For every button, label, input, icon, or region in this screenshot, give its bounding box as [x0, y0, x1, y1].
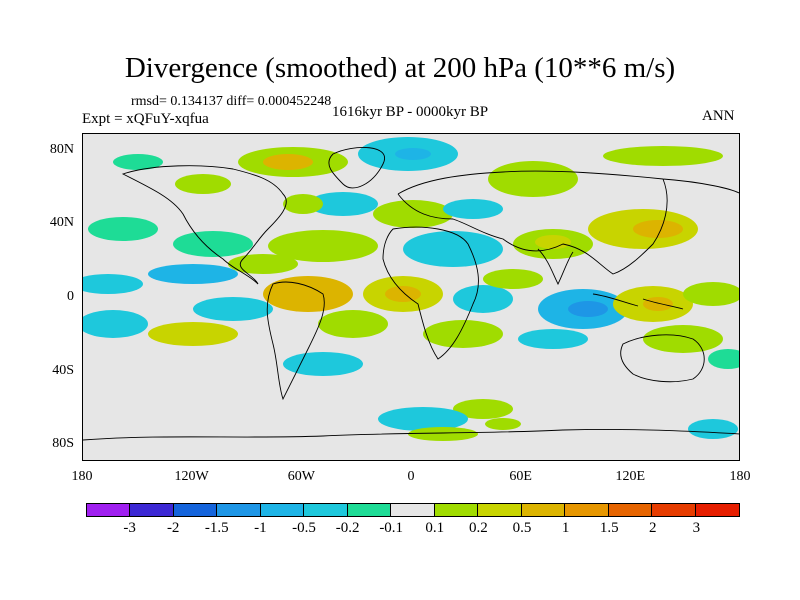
coastlines	[83, 146, 739, 441]
lon-tick-label: 180	[729, 469, 751, 484]
colorbar-swatch	[652, 504, 696, 516]
colorbar-label: 3	[692, 520, 701, 536]
colorbar-label: 1	[561, 520, 570, 536]
colorbar-swatch	[695, 504, 740, 516]
colorbar-label: 2	[649, 520, 657, 536]
colorbar-label: -0.5	[292, 520, 316, 536]
lon-tick-label: 0	[407, 469, 415, 484]
field-contours	[83, 137, 739, 441]
map-title: Divergence (smoothed) at 200 hPa (10**6 …	[124, 52, 676, 84]
colorbar-swatch	[130, 504, 174, 516]
lon-tick-label: 60E	[509, 469, 532, 484]
colorbar	[86, 503, 740, 517]
lat-tick-label: 0	[67, 289, 74, 304]
experiment-line: Expt = xQFuY-xqfua	[82, 111, 209, 127]
lat-tick-label: 80N	[49, 141, 74, 157]
stats-line: rmsd= 0.134137 diff= 0.000452248	[131, 94, 332, 109]
colorbar-swatch	[87, 504, 131, 516]
lon-tick-label: 120W	[174, 469, 209, 484]
colorbar-label: 0.2	[469, 520, 488, 536]
lat-tick-label: 40N	[49, 215, 74, 231]
colorbar-swatch	[521, 504, 566, 516]
map-plot-area	[82, 133, 740, 461]
lon-tick-label: 120E	[615, 469, 646, 484]
lat-tick-label: 80S	[52, 436, 74, 452]
divergence-field	[83, 137, 739, 441]
colorbar-swatch	[565, 504, 609, 516]
colorbar-label: -3	[123, 520, 136, 536]
colorbar-swatch	[391, 504, 435, 516]
lon-tick-label: 180	[71, 469, 93, 484]
colorbar-swatch	[608, 504, 653, 516]
colorbar-label: -0.1	[379, 520, 404, 536]
colorbar-swatch	[304, 504, 348, 516]
colorbar-label: 1.5	[599, 520, 619, 536]
colorbar-swatch	[434, 504, 479, 516]
colorbar-label: 0.1	[425, 520, 445, 536]
period-line: 1616kyr BP - 0000kyr BP	[331, 104, 489, 120]
colorbar-label: -0.2	[335, 520, 360, 536]
colorbar-swatch	[217, 504, 261, 516]
lon-tick-label: 60W	[287, 469, 315, 484]
lat-tick-label: 40S	[52, 362, 74, 378]
colorbar-label: -2	[166, 520, 180, 536]
season-label: ANN	[702, 108, 735, 124]
colorbar-swatch	[173, 504, 218, 516]
colorbar-label: -1.5	[204, 520, 229, 536]
colorbar-label: 0.5	[512, 520, 532, 536]
colorbar-label: -1	[254, 520, 267, 536]
colorbar-swatch	[260, 504, 305, 516]
colorbar-swatch	[478, 504, 522, 516]
colorbar-swatch	[347, 504, 392, 516]
